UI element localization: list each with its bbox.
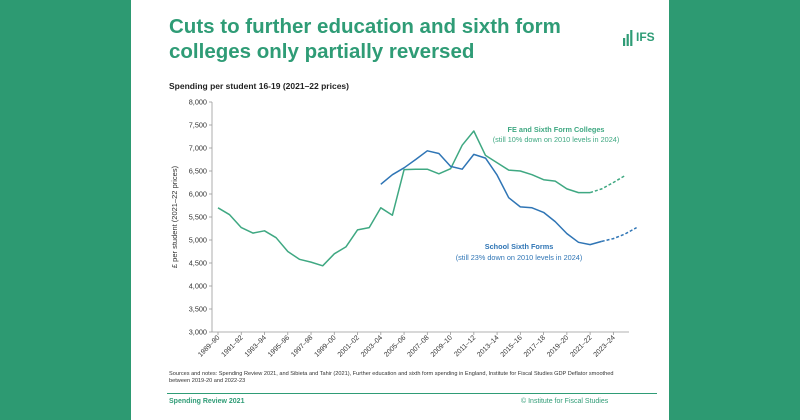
fe-series-note: (still 10% down on 2010 levels in 2024) xyxy=(493,135,620,144)
y-tick-label: 3,000 xyxy=(189,328,207,337)
ifs-logo: IFS xyxy=(622,29,666,49)
page-title: Cuts to further education and sixth form… xyxy=(169,15,561,63)
x-tick-label: 2011–12 xyxy=(453,334,477,358)
school-series-projection xyxy=(601,226,637,243)
logo-text: IFS xyxy=(636,30,655,44)
x-tick-label: 1991–92 xyxy=(220,334,244,358)
x-tick-label: 1989–90 xyxy=(197,334,221,358)
y-tick-label: 5,500 xyxy=(189,213,207,222)
fe-series-label: FE and Sixth Form Colleges xyxy=(508,125,605,134)
school-series-label: School Sixth Forms xyxy=(485,242,554,251)
x-tick-label: 2001–02 xyxy=(337,334,361,358)
x-tick-label: 1995–96 xyxy=(267,334,291,358)
fe-series-line xyxy=(217,130,591,267)
x-tick-label: 2013–14 xyxy=(476,334,500,358)
x-tick-label: 2017–18 xyxy=(523,334,547,358)
x-tick-labels: 1989–90 1991–92 1993–94 1995–96 1997–98 1999–… xyxy=(197,332,617,359)
y-tick-label: 7,500 xyxy=(189,121,207,130)
fe-annotation: FE and Sixth Form Colleges (still 10% do… xyxy=(493,125,620,144)
y-tick-label: 4,500 xyxy=(189,259,207,268)
x-tick-label: 2007–08 xyxy=(406,334,430,358)
series-lines xyxy=(217,130,637,267)
y-tick-label: 7,000 xyxy=(189,144,207,153)
x-tick-label: 1993–94 xyxy=(244,334,268,358)
y-axis-label: £ per student (2021–22 prices) xyxy=(170,165,179,268)
footer-left-text: Spending Review 2021 xyxy=(169,398,245,405)
x-tick-label: 2019–20 xyxy=(546,334,570,358)
footer-divider xyxy=(167,393,657,394)
footer-right-text: © Institute for Fiscal Studies xyxy=(521,398,609,405)
x-tick-label: 2015–16 xyxy=(500,334,524,358)
x-tick-label: 2003–04 xyxy=(360,334,384,358)
line-chart: 3,000 3,500 4,000 4,500 5,000 5,500 6,000 6,500… xyxy=(170,98,637,359)
y-tick-label: 8,000 xyxy=(189,98,207,107)
chart-subtitle: Spending per student 16-19 (2021–22 pric… xyxy=(169,81,349,91)
x-tick-label: 2023–24 xyxy=(593,334,617,358)
y-tick-label: 5,000 xyxy=(189,236,207,245)
y-tick-label: 6,500 xyxy=(189,167,207,176)
school-series-note: (still 23% down on 2010 levels in 2024) xyxy=(456,253,583,262)
y-tick-label: 3,500 xyxy=(189,305,207,314)
bar-chart-icon xyxy=(623,30,633,46)
y-tick-labels: 3,000 3,500 4,000 4,500 5,000 5,500 6,000 6,500… xyxy=(189,98,212,337)
y-tick-label: 4,000 xyxy=(189,282,207,291)
x-tick-label: 2005–06 xyxy=(383,334,407,358)
x-tick-label: 2009–10 xyxy=(430,334,454,358)
y-tick-label: 6,000 xyxy=(189,190,207,199)
x-tick-label: 2021–22 xyxy=(569,334,593,358)
slide: Cuts to further education and sixth form… xyxy=(131,0,669,420)
school-series-line xyxy=(380,150,602,246)
fe-series-projection xyxy=(589,174,626,194)
x-tick-label: 1999–00 xyxy=(313,334,337,358)
sources-notes: Sources and notes: Spending Review 2021,… xyxy=(169,371,614,384)
x-tick-label: 1997–98 xyxy=(290,334,314,358)
school-annotation: School Sixth Forms (still 23% down on 20… xyxy=(456,242,583,262)
